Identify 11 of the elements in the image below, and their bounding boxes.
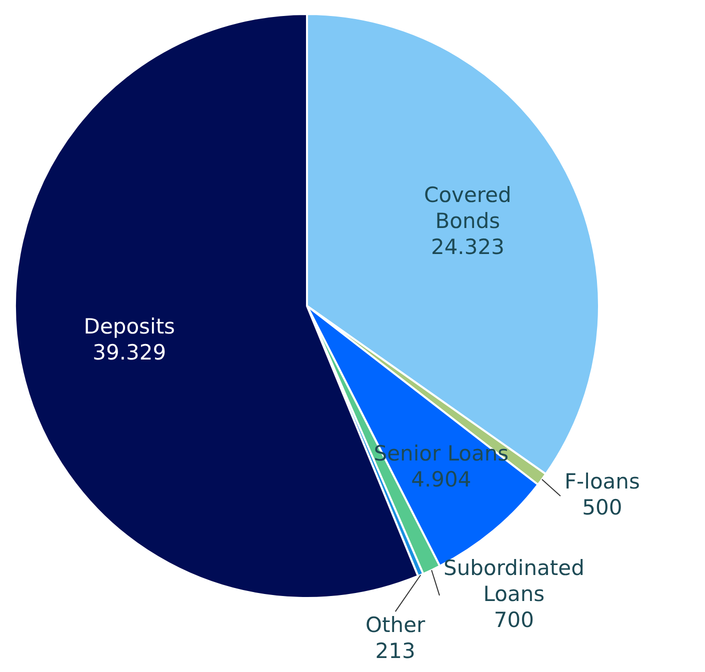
slice-label: Subordinated Loans <box>443 556 584 606</box>
data-label: 4.904 <box>411 467 472 492</box>
data-label: 213 <box>375 639 416 664</box>
slice-label: Covered Bonds <box>424 183 512 234</box>
slice-label: Deposits <box>84 314 176 339</box>
data-label: 700 <box>494 608 534 632</box>
data-label: 24.323 <box>430 235 504 260</box>
data-label: 500 <box>582 495 622 520</box>
slice-label: Other <box>366 613 426 638</box>
data-label: 39.329 <box>92 340 166 365</box>
slice-label: F-loans <box>564 469 640 494</box>
